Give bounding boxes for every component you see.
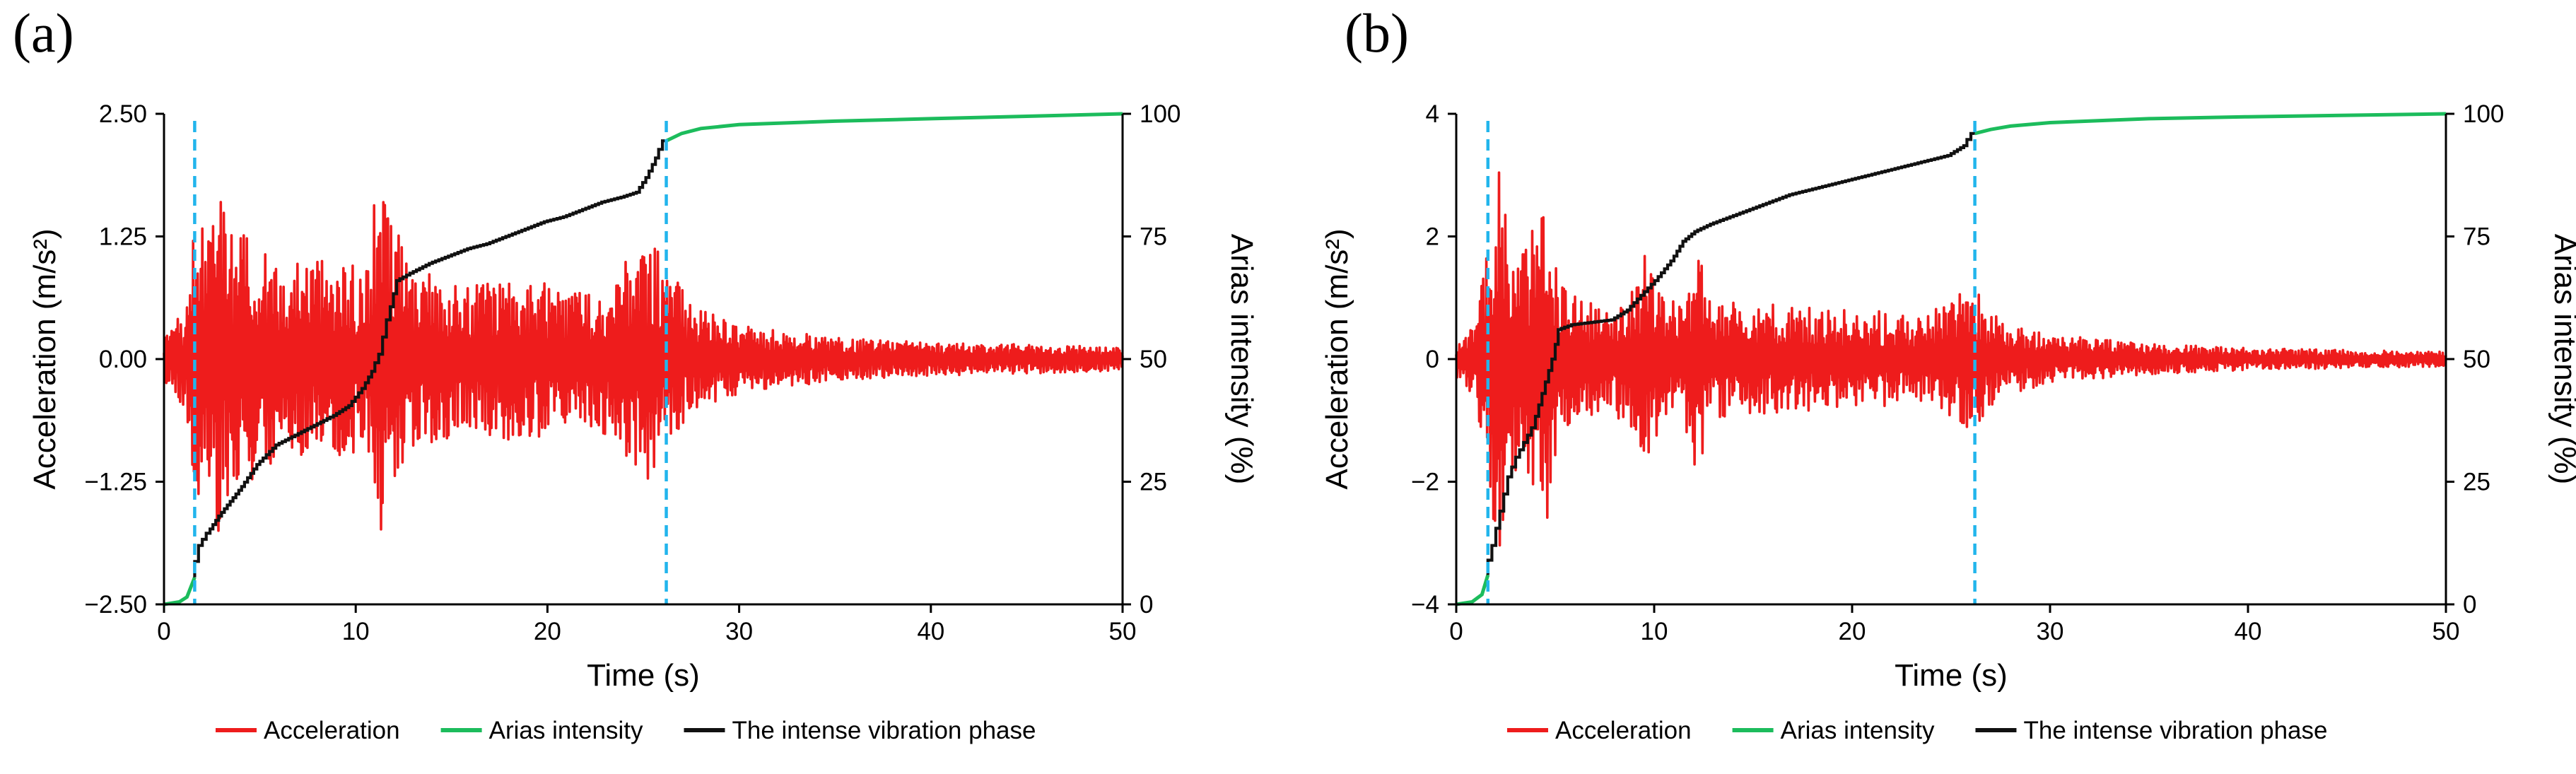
y-tick-label: −2.50 [84,591,147,618]
y-tick-label: 0.00 [99,346,147,373]
intense-vibration-phase-line [1486,131,1975,575]
acceleration-line [1455,171,2447,547]
legend-label: The intense vibration phase [2023,717,2327,744]
x-tick-label: 0 [157,618,170,645]
x-tick-label: 50 [1109,618,1137,645]
chart-panel-a: (a) −2.50 −1.25 0.00 1.25 2.50 0 25 50 75 100 0 10 2… [13,2,1259,745]
arias-intensity-line [665,112,1123,143]
arias-intensity-line [163,576,197,606]
x-tick-label: 10 [342,618,370,645]
x-tick-label: 0 [1449,618,1463,645]
y2-tick-label: 25 [1140,469,1167,496]
y2-tick-label: 25 [2463,469,2490,496]
panel-label: (b) [1345,2,1409,64]
y-tick-label: −2 [1411,469,1439,496]
legend-label: The intense vibration phase [732,717,1036,744]
chart-svg: −2.50 −1.25 0.00 1.25 2.50 0 25 50 75 100 0 10 20 30 4… [28,100,1259,744]
y2-tick-label: 50 [1140,346,1167,373]
x-tick-label: 30 [725,618,753,645]
legend-label: Arias intensity [489,717,643,744]
legend-label: Arias intensity [1781,717,1935,744]
panel-label: (a) [13,2,74,64]
y2-tick-label: 75 [1140,223,1167,251]
acceleration-line [163,201,1124,532]
y-tick-label: 1.25 [99,223,147,251]
x-axis-title: Time (s) [587,658,700,693]
x-tick-label: 40 [2235,618,2262,645]
y2-tick-label: 0 [2463,591,2476,618]
y-axis-title: Acceleration (m/s²) [28,228,62,489]
legend-label: Acceleration [1555,717,1692,744]
chart-panel-b: (b) −4 −2 0 2 4 0 25 50 75 100 0 10 20 30 40 50 Time (s)… [1288,0,2576,774]
y-tick-label: 4 [1426,100,1439,128]
y2-tick-label: 100 [1140,100,1181,128]
y2-axis-title: Arias intensity (%) [2548,234,2576,485]
y-tick-label: 2 [1426,223,1439,251]
arias-intensity-line [1456,574,1490,606]
x-axis-title: Time (s) [1895,658,2008,693]
x-tick-label: 50 [2432,618,2460,645]
y-tick-label: 0 [1426,346,1439,373]
y2-tick-label: 75 [2463,223,2490,251]
y2-tick-label: 0 [1140,591,1153,618]
x-tick-label: 30 [2037,618,2064,645]
y2-tick-label: 50 [2463,346,2490,373]
x-tick-label: 10 [1641,618,1668,645]
x-tick-label: 20 [534,618,561,645]
y-axis-title: Acceleration (m/s²) [1320,228,1354,489]
y-tick-label: 2.50 [99,100,147,128]
y-tick-label: −1.25 [84,469,147,496]
arias-intensity-line [1974,112,2447,136]
intense-vibration-phase-line [193,139,667,577]
y-tick-label: −4 [1411,591,1439,618]
x-tick-label: 40 [917,618,944,645]
legend-label: Acceleration [264,717,400,744]
y2-tick-label: 100 [2463,100,2504,128]
y2-axis-title: Arias intensity (%) [1224,234,1259,485]
x-tick-label: 20 [1839,618,1866,645]
